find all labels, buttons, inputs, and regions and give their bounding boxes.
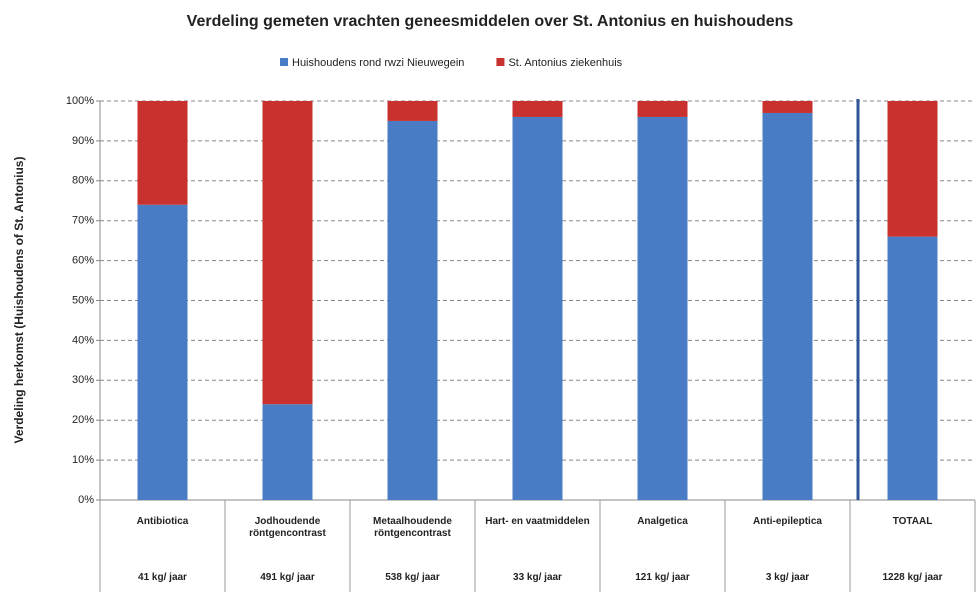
x-tick-label: TOTAAL (892, 516, 933, 527)
y-tick-label: 60% (72, 255, 94, 267)
bar-segment (762, 101, 813, 113)
y-axis-label: Verdeling herkomst (Huishoudens of St. A… (12, 157, 26, 444)
y-tick-label: 100% (66, 95, 94, 107)
bar-segment (387, 120, 438, 500)
y-tick-label: 40% (72, 334, 94, 346)
y-tick-label: 0% (78, 494, 94, 506)
x-tick-label: Antibiotica (136, 516, 189, 527)
bar-segment (137, 101, 188, 205)
bar-segment (637, 101, 688, 117)
category-note: 491 kg/ jaar (260, 572, 315, 583)
x-tick-label: Hart- en vaatmiddelen (485, 516, 590, 527)
x-tick-label: Anti-epileptica (753, 516, 822, 527)
bar-segment (887, 236, 938, 500)
category-note: 121 kg/ jaar (635, 572, 690, 583)
bar-segment (137, 204, 188, 501)
y-tick-label: 70% (72, 215, 94, 227)
bar-segment (762, 112, 813, 500)
legend-swatch (496, 58, 505, 66)
y-tick-label: 30% (72, 374, 94, 386)
x-tick-label: Jodhoudende röntgencontrast (249, 516, 326, 539)
bar-segment (637, 116, 688, 501)
y-tick-label: 10% (72, 454, 94, 466)
y-tick-label: 90% (72, 135, 94, 147)
category-note: 1228 kg/ jaar (882, 572, 943, 583)
bar-segment (512, 116, 563, 501)
bar-segment (512, 101, 563, 117)
category-note: 33 kg/ jaar (513, 572, 562, 583)
category-note: 41 kg/ jaar (138, 572, 187, 583)
bar-segment (387, 101, 438, 121)
category-note: 538 kg/ jaar (385, 572, 440, 583)
legend-swatch (280, 58, 288, 66)
category-note: 3 kg/ jaar (765, 572, 810, 583)
bar-segment (262, 404, 313, 500)
legend-label: St. Antonius ziekenhuis (508, 57, 622, 69)
y-tick-label: 20% (72, 414, 94, 426)
x-tick-label: Analgetica (637, 516, 688, 527)
chart-title: Verdeling gemeten vrachten geneesmiddele… (187, 13, 794, 30)
x-tick-label: Metaalhoudende röntgencontrast (373, 516, 452, 539)
bar-segment (887, 101, 938, 237)
bar-segment (262, 101, 313, 405)
legend-label: Huishoudens rond rwzi Nieuwegein (292, 57, 464, 69)
y-tick-label: 50% (72, 294, 94, 306)
y-tick-label: 80% (72, 175, 94, 187)
